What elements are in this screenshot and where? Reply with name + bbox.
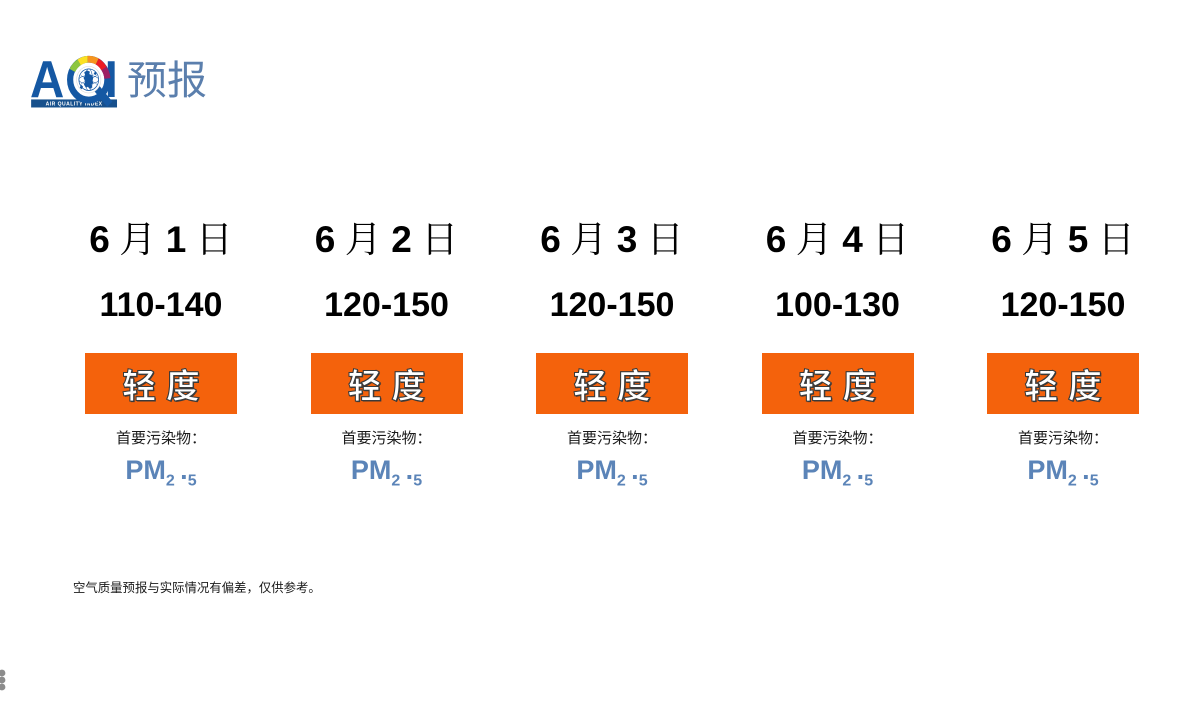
- svg-text:预报: 预报: [127, 59, 207, 103]
